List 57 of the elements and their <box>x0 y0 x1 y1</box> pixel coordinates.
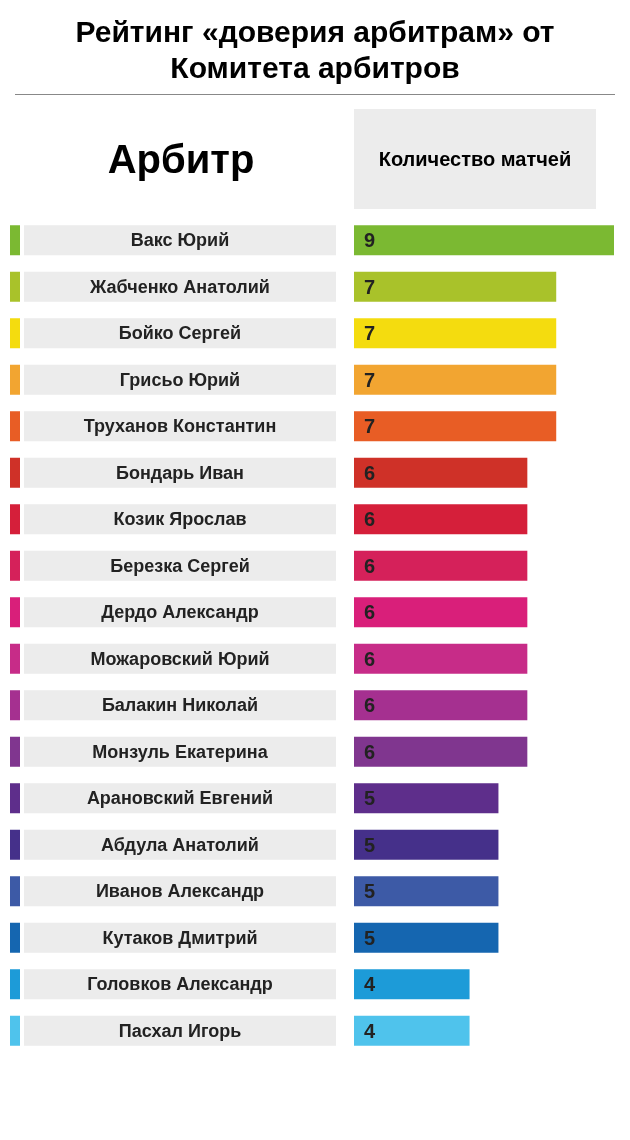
y-tick-label: Кутаков Дмитрий <box>102 927 258 948</box>
data-label: 7 <box>364 322 376 345</box>
y-tick-label: Можаровский Юрий <box>90 648 270 669</box>
data-label: 6 <box>364 601 376 624</box>
data-label: 7 <box>364 368 376 391</box>
y-tick-label: Труханов Константин <box>83 416 277 437</box>
bar <box>354 411 557 442</box>
y-tick-label: Козик Ярослав <box>113 509 247 530</box>
data-label: 5 <box>364 880 376 903</box>
bar <box>354 550 528 581</box>
data-label: 6 <box>364 694 376 717</box>
bar <box>354 922 499 953</box>
bar <box>354 318 557 349</box>
bar <box>354 876 499 907</box>
y-tick-label: Бойко Сергей <box>118 323 242 344</box>
y-tick-label: Грисьо Юрий <box>119 369 241 390</box>
bar <box>354 225 614 256</box>
bar <box>354 736 528 767</box>
bar <box>354 783 499 814</box>
data-label: 6 <box>364 740 376 763</box>
data-label: 6 <box>364 647 376 670</box>
data-label: 4 <box>364 973 376 996</box>
data-label: 5 <box>364 833 376 856</box>
y-tick-label: Головков Александр <box>87 974 273 995</box>
data-label: 6 <box>364 508 376 531</box>
bar <box>354 504 528 535</box>
bar <box>354 829 499 860</box>
data-label: 5 <box>364 926 376 949</box>
bar <box>354 271 557 302</box>
y-tick-label: Жабченко Анатолий <box>89 276 270 297</box>
y-tick-label: Арановский Евгений <box>86 788 274 809</box>
chart-title: Рейтинг «доверия арбитрам» от Комитета арбитров <box>15 8 615 95</box>
bar <box>354 643 528 674</box>
data-label: 9 <box>364 229 376 252</box>
bar <box>354 597 528 628</box>
data-label: 5 <box>364 787 376 810</box>
y-tick-label: Монзуль Екатерина <box>92 741 269 762</box>
data-label: 7 <box>364 275 376 298</box>
data-label: 6 <box>364 554 376 577</box>
y-tick-label: Вакс Юрий <box>130 230 230 251</box>
data-label: 7 <box>364 415 376 438</box>
bar <box>354 457 528 488</box>
bar <box>354 364 557 395</box>
y-tick-label: Балакин Николай <box>101 695 259 716</box>
data-label: 6 <box>364 461 376 484</box>
data-label: 4 <box>364 1019 376 1042</box>
x-axis-title: Количество матчей <box>354 109 596 209</box>
y-tick-label: Абдула Анатолий <box>101 834 259 855</box>
y-tick-label: Бондарь Иван <box>116 462 244 483</box>
y-axis-title: Арбитр <box>106 135 256 183</box>
y-tick-label: Иванов Александр <box>95 881 265 902</box>
y-tick-label: Пасхал Игорь <box>118 1020 242 1041</box>
bar <box>354 1015 470 1046</box>
y-tick-label: Дердо Александр <box>101 602 259 623</box>
bar <box>354 690 528 721</box>
y-tick-label: Березка Сергей <box>110 555 250 576</box>
bar <box>354 969 470 1000</box>
